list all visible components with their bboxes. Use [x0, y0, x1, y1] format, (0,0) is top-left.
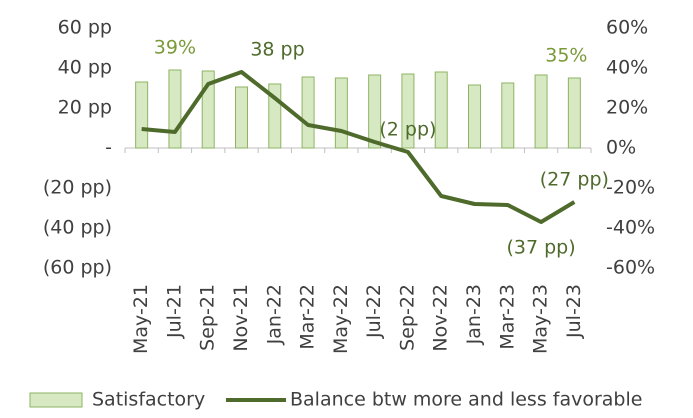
- x-tick-label: Nov-21: [230, 284, 252, 352]
- y2-tick-label: 0%: [606, 137, 636, 159]
- bar: [468, 84, 481, 149]
- y2-tick-label: 20%: [606, 97, 648, 119]
- x-tick-label: Jan-23: [463, 284, 485, 345]
- x-tick-label: Jul-21: [163, 284, 185, 339]
- data-label: (2 pp): [379, 119, 436, 141]
- x-tick-label: Nov-22: [430, 284, 452, 352]
- x-tick-label: May-22: [330, 284, 352, 354]
- bar: [401, 73, 415, 149]
- data-label: 39%: [154, 37, 196, 59]
- x-tick-label: May-23: [530, 284, 552, 354]
- bar: [501, 82, 515, 149]
- bar: [567, 77, 581, 149]
- legend-label: Satisfactory: [92, 389, 205, 411]
- bar: [434, 71, 448, 149]
- legend-swatch: [29, 392, 83, 408]
- bar: [168, 69, 182, 149]
- data-label: 38 pp: [250, 39, 304, 61]
- y-tick-label: (40 pp): [43, 217, 112, 239]
- y-tick-label: (20 pp): [43, 177, 112, 199]
- y-tick-label: 20 pp: [58, 97, 112, 119]
- y2-tick-label: -40%: [606, 217, 655, 239]
- y2-tick-label: -20%: [606, 177, 655, 199]
- x-tick-label: Jul-22: [363, 284, 385, 339]
- x-tick-label: Sep-22: [396, 284, 418, 351]
- bar: [235, 86, 248, 149]
- data-label: (27 pp): [540, 169, 609, 191]
- x-tick-label: Jul-23: [563, 284, 585, 339]
- x-tick-label: Sep-21: [197, 284, 219, 351]
- x-tick-label: Jan-22: [263, 284, 285, 345]
- data-label: (37 pp): [506, 237, 575, 259]
- x-tick-label: Mar-23: [496, 284, 518, 350]
- data-label: 35%: [545, 45, 587, 67]
- y2-tick-label: -60%: [606, 257, 655, 279]
- y-tick-label: 40 pp: [58, 57, 112, 79]
- bar: [135, 81, 149, 149]
- y2-tick-label: 40%: [606, 57, 648, 79]
- y2-tick-label: 60%: [606, 17, 648, 39]
- x-tick-label: May-21: [130, 284, 152, 354]
- bar: [301, 76, 315, 149]
- bar: [334, 77, 348, 149]
- legend-label: Balance btw more and less favorable: [290, 389, 642, 411]
- y-tick-label: -: [105, 137, 112, 159]
- x-tick-label: Mar-22: [297, 284, 319, 350]
- bar: [368, 74, 382, 149]
- y-tick-label: (60 pp): [43, 257, 112, 279]
- y-tick-label: 60 pp: [58, 17, 112, 39]
- bar: [534, 74, 548, 149]
- line: [141, 70, 576, 224]
